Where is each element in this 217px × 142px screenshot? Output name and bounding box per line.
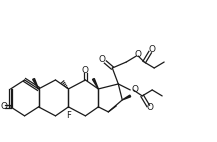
Text: O: O	[149, 45, 156, 54]
Polygon shape	[33, 79, 39, 89]
Polygon shape	[122, 95, 131, 100]
Text: O: O	[147, 103, 154, 112]
Polygon shape	[92, 79, 98, 89]
Text: O: O	[82, 65, 89, 75]
Text: O: O	[135, 50, 142, 59]
Text: O: O	[0, 102, 7, 111]
Text: O: O	[99, 55, 106, 63]
Text: F: F	[66, 111, 71, 120]
Text: O: O	[131, 85, 138, 94]
